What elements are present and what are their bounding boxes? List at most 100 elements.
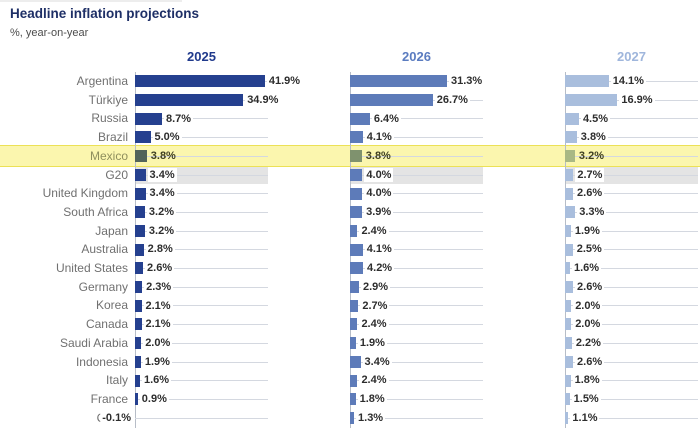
bar-2026[interactable]: [350, 187, 363, 200]
bar-2027[interactable]: [565, 243, 573, 256]
bar-2025[interactable]: [135, 206, 145, 219]
chart-row: Australia 2.8% 4.1% 2.5%: [0, 240, 700, 259]
bar-cell-2026: 3.9%: [350, 203, 565, 222]
bar-cell-2026: 2.4%: [350, 315, 565, 334]
bar-2026[interactable]: [350, 262, 364, 275]
bar-2027[interactable]: [565, 337, 572, 350]
bar-2025[interactable]: [135, 224, 145, 237]
bar-2025[interactable]: [135, 299, 142, 312]
country-label[interactable]: United States: [55, 261, 128, 275]
country-label[interactable]: Türkiye: [88, 92, 128, 107]
value-label: 1.9%: [572, 223, 602, 238]
country-label[interactable]: Australia: [81, 242, 128, 257]
bar-2027[interactable]: [565, 150, 575, 163]
bar-2027[interactable]: [565, 393, 570, 406]
bar-2026[interactable]: [350, 131, 363, 144]
bar-2027[interactable]: [565, 168, 574, 181]
bar-cell-2025: 3.8%: [135, 147, 350, 166]
bar-2026[interactable]: [350, 374, 358, 387]
country-label[interactable]: G20: [105, 167, 128, 182]
bar-2027[interactable]: [565, 374, 571, 387]
chart-subtitle: %, year-on-year: [10, 27, 89, 39]
bar-2027[interactable]: [565, 411, 569, 424]
bar-2025[interactable]: [135, 243, 144, 256]
bar-2026[interactable]: [350, 243, 363, 256]
bar-2025[interactable]: [135, 281, 143, 294]
bar-2027[interactable]: [565, 318, 572, 331]
bar-2025[interactable]: [135, 94, 244, 107]
bar-2027[interactable]: [565, 112, 579, 125]
bar-2026[interactable]: [350, 318, 358, 331]
bar-2026[interactable]: [350, 168, 363, 181]
chart-row: United States 2.6% 4.2% 1.6%: [0, 259, 700, 278]
bar-2025[interactable]: [135, 337, 142, 350]
bar-2027[interactable]: [565, 224, 571, 237]
bar-2026[interactable]: [350, 75, 448, 88]
country-label[interactable]: Italy: [105, 373, 128, 388]
bar-2027[interactable]: [565, 206, 576, 219]
bar-cell-2026: 4.1%: [350, 240, 565, 259]
bar-2026[interactable]: [350, 393, 356, 406]
bar-2026[interactable]: [350, 411, 355, 424]
value-label: 2.4%: [359, 373, 389, 388]
country-label[interactable]: United Kingdom: [42, 186, 128, 201]
country-label[interactable]: Brazil: [97, 130, 128, 145]
bar-cell-2025: 1.9%: [135, 353, 350, 372]
bar-2027[interactable]: [565, 131, 577, 144]
bar-2027[interactable]: [565, 281, 574, 294]
bar-2026[interactable]: [350, 206, 363, 219]
bar-2026[interactable]: [350, 224, 358, 237]
bar-2025[interactable]: [135, 318, 142, 331]
row-gridline: [135, 417, 268, 419]
bar-2026[interactable]: [350, 355, 361, 368]
bar-2025[interactable]: [135, 168, 146, 181]
row-gridline: [135, 230, 268, 232]
bar-2026[interactable]: [350, 150, 362, 163]
bar-2025[interactable]: [135, 355, 141, 368]
chart-title: Headline inflation projections: [10, 6, 200, 21]
bar-2027[interactable]: [565, 187, 574, 200]
row-gridline: [135, 380, 268, 382]
bar-cell-2026: 2.9%: [350, 278, 565, 297]
country-label[interactable]: Canada: [85, 317, 128, 332]
row-gridline: [135, 155, 268, 157]
country-label[interactable]: Russia: [91, 111, 128, 126]
bar-2025[interactable]: [135, 262, 144, 275]
chart-row: G20 3.4% 4.0% 2.7%: [0, 166, 700, 185]
country-label[interactable]: Germany: [78, 279, 128, 294]
bar-2025[interactable]: [135, 187, 146, 200]
value-label: 2.9%: [360, 279, 391, 294]
bar-cell-2027: 3.3%: [565, 203, 700, 222]
country-label[interactable]: South Africa: [63, 204, 128, 219]
value-label: 2.7%: [575, 167, 605, 182]
bar-2026[interactable]: [350, 112, 370, 125]
country-label[interactable]: Indonesia: [75, 354, 128, 369]
bar-2026[interactable]: [350, 281, 359, 294]
bar-2025[interactable]: [135, 112, 162, 125]
bar-2027[interactable]: [565, 262, 570, 275]
bar-2026[interactable]: [350, 299, 359, 312]
bar-2026[interactable]: [350, 94, 433, 107]
value-label: 14.1%: [610, 74, 646, 89]
value-label: 16.9%: [619, 92, 655, 107]
bar-2025[interactable]: [135, 374, 140, 387]
bar-2027[interactable]: [565, 94, 618, 107]
country-label[interactable]: Argentina: [76, 74, 128, 88]
country-label[interactable]: Japan: [95, 223, 128, 238]
bar-2025[interactable]: [135, 131, 151, 144]
bar-2027[interactable]: [565, 355, 574, 368]
bar-cell-2027: 4.5%: [565, 109, 700, 128]
bar-cell-2025: -0.1%: [100, 409, 350, 428]
country-label[interactable]: Saudi Arabia: [59, 335, 128, 350]
bar-2025[interactable]: [135, 150, 147, 163]
country-label[interactable]: Korea: [95, 298, 128, 313]
bar-2027[interactable]: [565, 75, 609, 88]
row-gridline: [350, 398, 483, 400]
bar-2025[interactable]: [135, 75, 265, 88]
bar-2027[interactable]: [565, 299, 572, 312]
value-label: 2.6%: [575, 279, 605, 294]
bar-2025[interactable]: [135, 393, 138, 406]
bar-2026[interactable]: [350, 337, 356, 350]
country-label[interactable]: France: [90, 391, 128, 406]
country-label[interactable]: Mexico: [89, 148, 128, 163]
